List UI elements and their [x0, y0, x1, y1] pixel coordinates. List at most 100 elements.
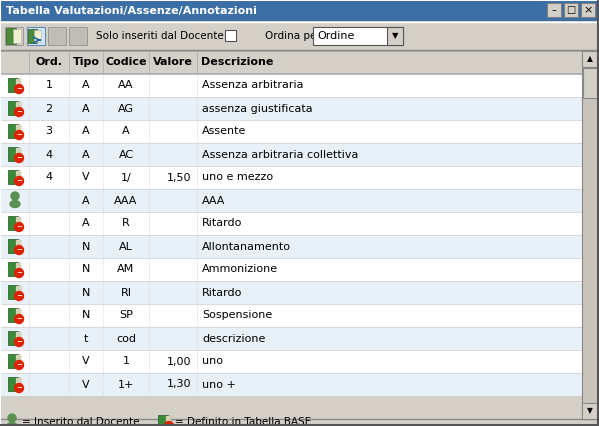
Bar — [582, 51, 598, 67]
Text: N: N — [82, 265, 90, 274]
Bar — [158, 415, 168, 426]
Text: N: N — [82, 311, 90, 320]
Text: Tipo: Tipo — [72, 57, 99, 67]
Text: Ritardo: Ritardo — [202, 288, 243, 297]
Text: R: R — [122, 219, 130, 228]
Text: −: − — [16, 293, 22, 299]
Text: −: − — [16, 362, 22, 368]
Bar — [13, 29, 21, 43]
Bar — [8, 101, 18, 115]
Text: Assente: Assente — [202, 127, 246, 136]
Circle shape — [14, 314, 23, 323]
Bar — [8, 262, 18, 276]
Bar — [16, 102, 21, 114]
Bar — [27, 27, 45, 45]
Circle shape — [11, 192, 19, 200]
Bar — [1, 51, 582, 74]
Text: AAA: AAA — [114, 196, 138, 205]
Bar — [1, 419, 598, 425]
Text: A: A — [122, 127, 130, 136]
Text: Solo inseriti dal Docente: Solo inseriti dal Docente — [96, 31, 224, 41]
Circle shape — [14, 130, 23, 139]
Circle shape — [14, 291, 23, 300]
Bar — [1, 143, 582, 166]
Bar — [8, 216, 18, 230]
Text: uno e mezzo: uno e mezzo — [202, 173, 273, 182]
Text: 2: 2 — [46, 104, 53, 113]
Text: AAA: AAA — [202, 196, 225, 205]
Bar — [8, 147, 18, 161]
Bar — [582, 51, 598, 419]
Bar — [16, 240, 21, 252]
Bar — [8, 78, 18, 92]
Text: 1: 1 — [46, 81, 53, 90]
Bar — [313, 27, 403, 45]
Ellipse shape — [7, 423, 17, 426]
Text: –: – — [552, 5, 556, 15]
Text: ▼: ▼ — [392, 32, 398, 40]
Bar — [8, 331, 18, 345]
Text: 3: 3 — [46, 127, 53, 136]
Circle shape — [14, 268, 23, 277]
Bar — [8, 285, 18, 299]
Text: 1/: 1/ — [120, 173, 131, 182]
Text: −: − — [166, 423, 172, 426]
Circle shape — [165, 421, 174, 426]
Circle shape — [14, 153, 23, 162]
Circle shape — [14, 107, 23, 116]
Bar — [16, 125, 21, 137]
Bar — [1, 212, 582, 235]
Bar — [16, 378, 21, 390]
Text: Assenza arbitraria: Assenza arbitraria — [202, 81, 304, 90]
Text: V: V — [82, 173, 90, 182]
Bar — [1, 120, 582, 143]
Text: −: − — [16, 178, 22, 184]
Text: Assenza arbitraria collettiva: Assenza arbitraria collettiva — [202, 150, 358, 159]
Bar — [547, 3, 561, 17]
Circle shape — [14, 337, 23, 346]
Text: assenza giustificata: assenza giustificata — [202, 104, 313, 113]
Text: uno: uno — [202, 357, 223, 366]
Text: A: A — [82, 81, 90, 90]
Text: A: A — [82, 127, 90, 136]
Text: Codice: Codice — [105, 57, 147, 67]
Bar — [225, 30, 236, 41]
Bar — [581, 3, 595, 17]
Text: 1,30: 1,30 — [167, 380, 191, 389]
Bar — [16, 332, 21, 344]
Bar — [8, 308, 18, 322]
Bar — [5, 27, 23, 45]
Bar — [1, 97, 582, 120]
Text: −: − — [16, 385, 22, 391]
Bar — [16, 217, 21, 229]
Text: ▲: ▲ — [587, 55, 593, 63]
Text: −: − — [16, 155, 22, 161]
Text: −: − — [16, 270, 22, 276]
Bar — [16, 309, 21, 321]
Bar — [48, 27, 66, 45]
Text: ×: × — [583, 5, 592, 15]
Text: ▼: ▼ — [587, 406, 593, 415]
Circle shape — [14, 84, 23, 93]
Bar — [8, 377, 18, 391]
Text: = Definito in Tabella BASE: = Definito in Tabella BASE — [175, 417, 311, 426]
Text: −: − — [16, 247, 22, 253]
Bar — [1, 327, 582, 350]
Text: Descrizione: Descrizione — [201, 57, 273, 67]
Text: Ammonizione: Ammonizione — [202, 265, 278, 274]
Text: V: V — [82, 357, 90, 366]
Bar — [583, 68, 597, 98]
Bar — [1, 258, 582, 281]
Text: N: N — [82, 288, 90, 297]
Text: Sospensione: Sospensione — [202, 311, 273, 320]
Text: −: − — [16, 339, 22, 345]
Circle shape — [14, 222, 23, 231]
Text: 4: 4 — [46, 173, 53, 182]
Text: A: A — [82, 196, 90, 205]
Text: AG: AG — [118, 104, 134, 113]
Text: SP: SP — [119, 311, 133, 320]
Bar — [564, 3, 578, 17]
Text: cod: cod — [116, 334, 136, 343]
Text: −: − — [16, 132, 22, 138]
Text: AM: AM — [117, 265, 135, 274]
